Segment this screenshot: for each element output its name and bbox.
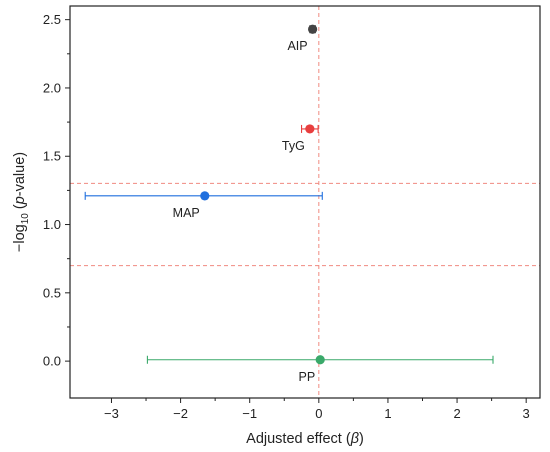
- y-tick-label: 0.5: [43, 285, 61, 300]
- y-tick-label: 1.0: [43, 217, 61, 232]
- x-axis-title: Adjusted effect (β): [246, 431, 364, 447]
- x-tick-label: −1: [242, 406, 257, 421]
- x-axis-ticks: −3 −2 −1 0 1 2 3: [104, 398, 530, 421]
- pp-point: [315, 355, 325, 365]
- y-axis-ticks: 0.0 0.5 1.0 1.5 2.0 2.5: [43, 12, 70, 369]
- y-tick-label: 0.0: [43, 354, 61, 369]
- x-tick-label: 2: [453, 406, 460, 421]
- x-tick-label: −2: [173, 406, 188, 421]
- aip-label: AIP: [287, 39, 307, 53]
- tyg-label: TyG: [282, 139, 305, 153]
- x-tick-label: 1: [384, 406, 391, 421]
- plot-frame: [69, 5, 541, 399]
- x-tick-label: 0: [315, 406, 322, 421]
- x-tick-label: 3: [523, 406, 530, 421]
- y-axis-title: −log10 (p-value): [12, 152, 31, 252]
- map-label: MAP: [173, 206, 200, 220]
- aip-point: [308, 24, 318, 34]
- y-tick-label: 1.5: [43, 149, 61, 164]
- tyg-point: [305, 124, 315, 134]
- y-tick-label: 2.0: [43, 80, 61, 95]
- map-point: [200, 191, 210, 201]
- reference-lines: [70, 6, 540, 398]
- y-tick-label: 2.5: [43, 12, 61, 27]
- pp-label: PP: [299, 370, 316, 384]
- data-points: [200, 24, 325, 365]
- point-labels: AIP TyG MAP PP: [173, 39, 316, 384]
- x-tick-label: −3: [104, 406, 119, 421]
- minor-ticks: [67, 53, 493, 401]
- error-bars: [84, 25, 494, 364]
